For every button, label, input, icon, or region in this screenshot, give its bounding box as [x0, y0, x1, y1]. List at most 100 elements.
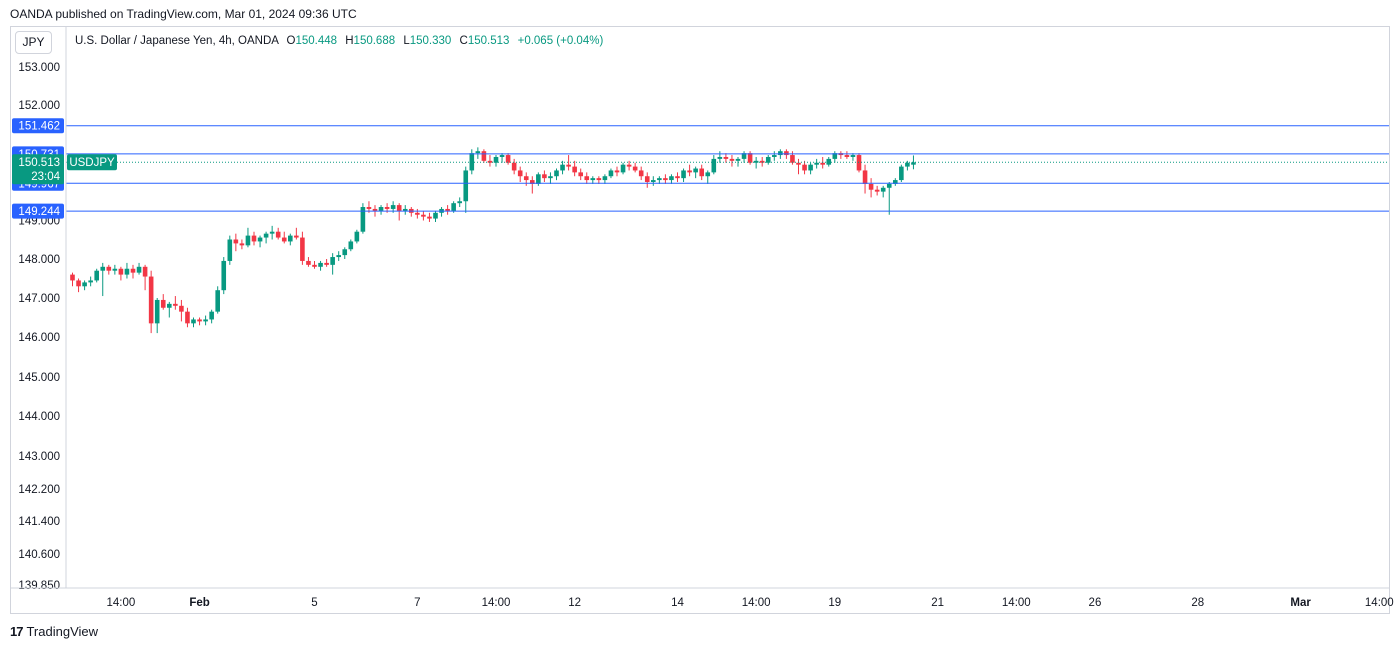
candle-body [832, 153, 838, 159]
y-tick-label: 144.000 [18, 411, 60, 423]
candle-body [239, 243, 245, 246]
candle-body [112, 268, 118, 271]
candle-body [511, 162, 517, 171]
candle-body [427, 216, 432, 219]
candle-body [300, 237, 305, 261]
candle-body [227, 239, 233, 261]
symbol-tag-bg [67, 154, 117, 171]
y-tick-label: 147.000 [18, 293, 60, 305]
candle-body [784, 151, 789, 156]
candle-body [747, 153, 753, 163]
candle-body [281, 237, 287, 242]
candle-body [481, 151, 487, 161]
x-tick-label: 14:00 [482, 597, 511, 609]
candle-body [130, 268, 136, 273]
candle-body [693, 168, 698, 173]
candle-body [312, 264, 317, 267]
y-tick-label: 148.000 [18, 254, 60, 266]
candle-body [124, 268, 130, 275]
candle-body [602, 176, 608, 181]
candle-body [729, 158, 735, 161]
candle-body [711, 158, 717, 173]
candle-body [415, 212, 420, 215]
change-value: +0.065 (+0.04%) [517, 35, 604, 47]
candle-body [862, 170, 868, 184]
candle-body [306, 260, 311, 265]
horizontal-lines-group [66, 125, 1389, 212]
footer-brand[interactable]: 17 TradingView [10, 624, 98, 639]
candle-body [366, 207, 372, 209]
candle-body [808, 164, 813, 171]
currency-selector-button[interactable]: JPY [15, 31, 52, 54]
candle-body [160, 299, 166, 308]
candle-body [880, 187, 886, 192]
x-tick-label: 19 [828, 597, 841, 609]
y-tick-label: 153.000 [18, 62, 60, 74]
candle-body [608, 170, 614, 177]
candle-body [288, 235, 293, 242]
close-label: C [459, 35, 468, 47]
candle-body [874, 189, 880, 192]
candle-body [221, 260, 227, 291]
candle-body [572, 166, 577, 173]
candle-body [778, 151, 783, 156]
y-tick-label: 146.000 [18, 332, 60, 344]
candle-body [384, 207, 390, 209]
candle-body [294, 235, 299, 238]
candle-body [790, 155, 795, 163]
candle-body [620, 164, 626, 173]
price-labels-group: 151.462150.731149.967149.244150.51323:04… [12, 118, 117, 219]
x-tick-label: 5 [311, 597, 317, 609]
candle-body [850, 155, 856, 157]
candle-body [421, 214, 426, 217]
candle-body [82, 282, 87, 287]
candle-body [342, 249, 348, 256]
candle-body [893, 180, 898, 184]
candle-body [669, 176, 674, 181]
y-tick-label: 143.000 [18, 451, 60, 463]
candle-body [100, 266, 106, 271]
x-tick-label: 14 [671, 597, 684, 609]
candle-body [663, 178, 668, 181]
candle-body [360, 207, 366, 232]
x-tick-label: Mar [1290, 597, 1311, 609]
candle-body [269, 231, 275, 234]
ohlc-legend: U.S. Dollar / Japanese Yen, 4h, OANDA O1… [75, 35, 603, 47]
y-tick-label: 141.400 [18, 516, 60, 528]
candle-body [94, 270, 99, 281]
candle-body [499, 155, 505, 157]
candle-body [251, 235, 257, 242]
y-tick-label: 142.200 [18, 484, 60, 496]
candle-body [433, 212, 438, 219]
candle-body [548, 176, 553, 179]
candle-body [445, 208, 450, 211]
candle-body [687, 170, 692, 173]
price-axis: 153.000152.000149.000148.000147.000146.0… [18, 27, 67, 592]
candle-body [886, 183, 892, 188]
chart-frame [10, 26, 1390, 614]
x-tick-label: 14:00 [742, 597, 771, 609]
candle-body [154, 299, 160, 324]
x-tick-label: 28 [1191, 597, 1204, 609]
candle-body [197, 319, 202, 322]
candle-body [136, 266, 142, 273]
countdown-label: 23:04 [31, 171, 60, 183]
candle-body [245, 235, 251, 246]
open-value: 150.448 [295, 35, 338, 47]
candle-body [372, 208, 378, 211]
candle-body [463, 170, 469, 202]
candle-body [638, 170, 644, 177]
x-tick-label: 14:00 [1002, 597, 1031, 609]
x-tick-label: 12 [568, 597, 581, 609]
candle-body [185, 311, 190, 324]
candle-body [844, 155, 850, 157]
x-tick-label: 14:00 [107, 597, 136, 609]
candle-body [106, 266, 112, 271]
published-attribution: OANDA published on TradingView.com, Mar … [10, 7, 357, 21]
candle-body [76, 280, 81, 287]
hline-price-label-bg [12, 203, 64, 219]
close-value: 150.513 [467, 35, 510, 47]
candle-body [578, 172, 583, 177]
candle-body [699, 168, 704, 177]
